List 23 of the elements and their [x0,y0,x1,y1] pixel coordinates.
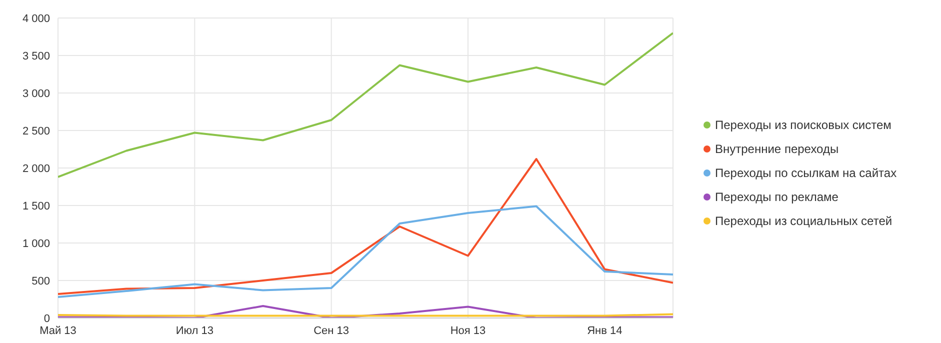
y-tick-label: 3 000 [22,88,50,100]
y-tick-label: 500 [32,275,50,288]
y-tick-label: 1 000 [22,238,50,250]
legend-label: Переходы из социальных сетей [715,213,892,230]
x-tick-label: Янв 14 [587,324,622,337]
x-tick-label: Ноя 13 [450,324,486,337]
y-tick-label: 2 000 [22,162,50,175]
legend-label: Внутренние переходы [715,141,839,158]
line-series [58,158,673,295]
x-tick-label: Сен 13 [314,324,350,337]
y-tick-label: 2 500 [22,125,50,138]
y-tick-label: 0 [44,312,50,325]
y-tick-label: 1 500 [22,200,50,212]
x-tick-label: Май 13 [40,324,76,337]
y-tick-label: 3 500 [22,50,50,62]
line-series [58,32,673,178]
x-tick-label: Июл 13 [176,324,214,337]
legend-label: Переходы по ссылкам на сайтах [715,165,897,182]
legend-label: Переходы по рекламе [715,189,838,206]
line-series [58,205,673,298]
y-tick-label: 4 000 [22,12,50,25]
line-series [58,305,673,318]
legend-label: Переходы из поисковых систем [715,117,892,134]
